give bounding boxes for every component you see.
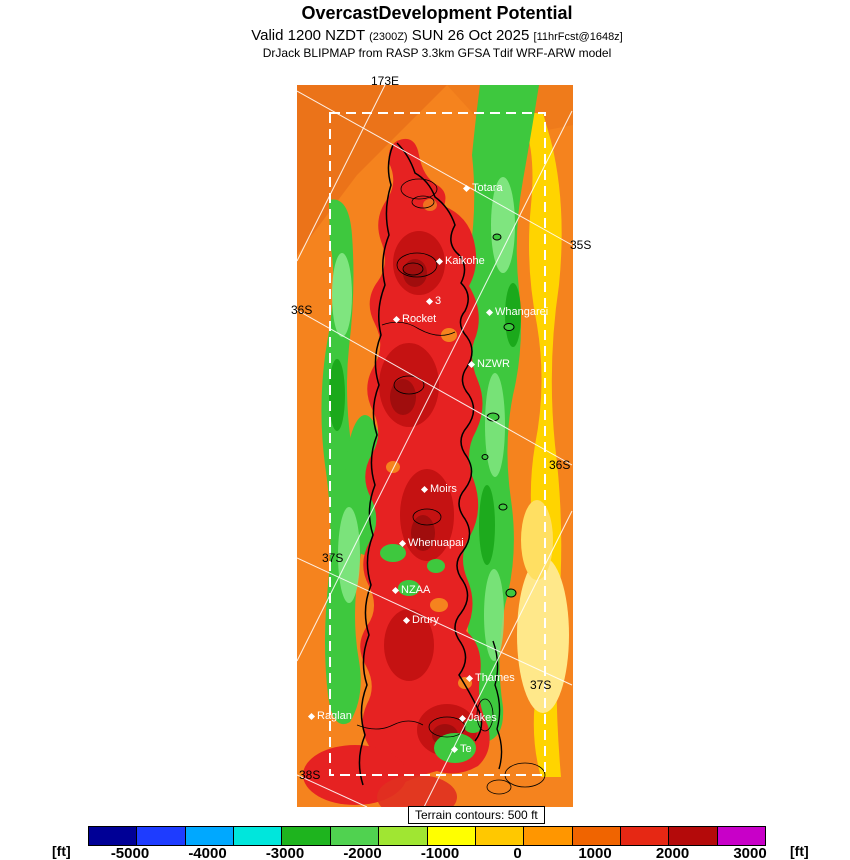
station-marker-icon — [307, 712, 316, 720]
colorbar-unit-right: [ft] — [790, 843, 809, 859]
colorbar-segment — [282, 827, 331, 845]
station-marker-icon — [402, 616, 411, 624]
graticule-label-35s: 35S — [570, 238, 592, 252]
colorbar-tick: -2000 — [343, 845, 382, 860]
colorbar-segment — [620, 827, 670, 845]
colorbar-segment — [330, 827, 380, 845]
map-area: Totara Kaikohe 3 Whangarei Rocket NZWR Moirs Wh… — [297, 85, 573, 807]
colorbar-segment — [524, 827, 573, 845]
colorbar — [88, 826, 766, 846]
colorbar-segment — [427, 827, 476, 845]
station-marker-icon — [462, 184, 471, 192]
station-whenuapai: Whenuapai — [398, 536, 464, 550]
colorbar-tick: -1000 — [420, 845, 460, 860]
colorbar-tick: -5000 — [110, 845, 150, 860]
valid-time: Valid 1200 NZDT — [251, 27, 370, 44]
station-totara: Totara — [462, 181, 503, 195]
model-line: DrJack BLIPMAP from RASP 3.3km GFSA Tdif… — [262, 46, 612, 60]
station-3: 3 — [425, 294, 442, 308]
station-rocket: Rocket — [392, 312, 437, 326]
station-label: Whangarei — [495, 306, 549, 318]
colorbar-tick: -3000 — [265, 845, 305, 860]
domain-box — [329, 112, 546, 776]
station-label: Jakes — [468, 712, 497, 724]
colorbar-tick: 0 — [513, 845, 522, 860]
station-whangarei: Whangarei — [485, 305, 549, 319]
station-drury: Drury — [402, 613, 439, 627]
station-label: NZAA — [401, 584, 431, 596]
station-marker-icon — [467, 360, 476, 368]
station-te: Te — [450, 742, 472, 756]
colorbar-segment — [669, 827, 718, 845]
colorbar-tick: -4000 — [188, 845, 227, 860]
station-kaikohe: Kaikohe — [435, 254, 485, 268]
colorbar-ticks: -5000 -4000 -3000 -2000 -1000 0 1000 2000 3000 — [88, 845, 767, 860]
terrain-contours-note: Terrain contours: 500 ft — [408, 806, 545, 824]
colorbar-segment — [137, 827, 186, 845]
station-label: Whenuapai — [408, 537, 464, 549]
station-label: Thames — [475, 672, 515, 684]
colorbar-segment — [379, 827, 428, 845]
colorbar-segment — [475, 827, 525, 845]
colorbar-segment — [89, 827, 138, 845]
valid-line: Valid 1200 NZDT (2300Z) SUN 26 Oct 2025 … — [24, 27, 850, 44]
graticule-lines — [297, 85, 573, 807]
station-marker-icon — [450, 745, 459, 753]
station-label: Te — [460, 743, 472, 755]
station-marker-icon — [485, 308, 494, 316]
station-label: NZWR — [477, 358, 510, 370]
valid-date: SUN 26 Oct 2025 — [407, 27, 534, 44]
colorbar-unit-left: [ft] — [52, 843, 71, 859]
station-marker-icon — [398, 539, 407, 547]
colorbar-segment — [234, 827, 283, 845]
colorbar-segment — [572, 827, 621, 845]
station-label: Moirs — [430, 483, 457, 495]
colorbar-tick: 2000 — [655, 845, 690, 860]
station-jakes: Jakes — [458, 711, 497, 725]
station-raglan: Raglan — [307, 709, 352, 723]
colorbar-segment — [717, 827, 766, 845]
station-marker-icon — [392, 315, 401, 323]
station-nzaa: NZAA — [391, 583, 431, 597]
station-marker-icon — [435, 257, 444, 265]
station-label: 3 — [435, 295, 442, 307]
station-marker-icon — [420, 485, 429, 493]
station-moirs: Moirs — [420, 482, 457, 496]
stations-layer: Totara Kaikohe 3 Whangarei Rocket NZWR Moirs Wh… — [297, 85, 573, 807]
colorbar-tick: 3000 — [733, 845, 767, 860]
station-thames: Thames — [465, 671, 515, 685]
station-marker-icon — [458, 714, 467, 722]
map-canvas — [297, 85, 573, 807]
station-label: Kaikohe — [445, 255, 485, 267]
valid-zulu: (2300Z) — [369, 31, 408, 43]
colorbar-segment — [185, 827, 235, 845]
station-label: Raglan — [317, 710, 352, 722]
station-label: Totara — [472, 182, 503, 194]
page-title: OvercastDevelopment Potential — [301, 3, 573, 23]
station-marker-icon — [465, 674, 474, 682]
station-nzwr: NZWR — [467, 357, 510, 371]
station-label: Drury — [412, 614, 439, 626]
colorbar-tick: 1000 — [578, 845, 612, 860]
station-marker-icon — [425, 297, 434, 305]
station-marker-icon — [391, 586, 400, 594]
header: OvercastDevelopment Potential Valid 1200… — [0, 3, 850, 60]
forecast-tag: [11hrFcst@1648z] — [533, 31, 623, 43]
station-label: Rocket — [402, 313, 437, 325]
